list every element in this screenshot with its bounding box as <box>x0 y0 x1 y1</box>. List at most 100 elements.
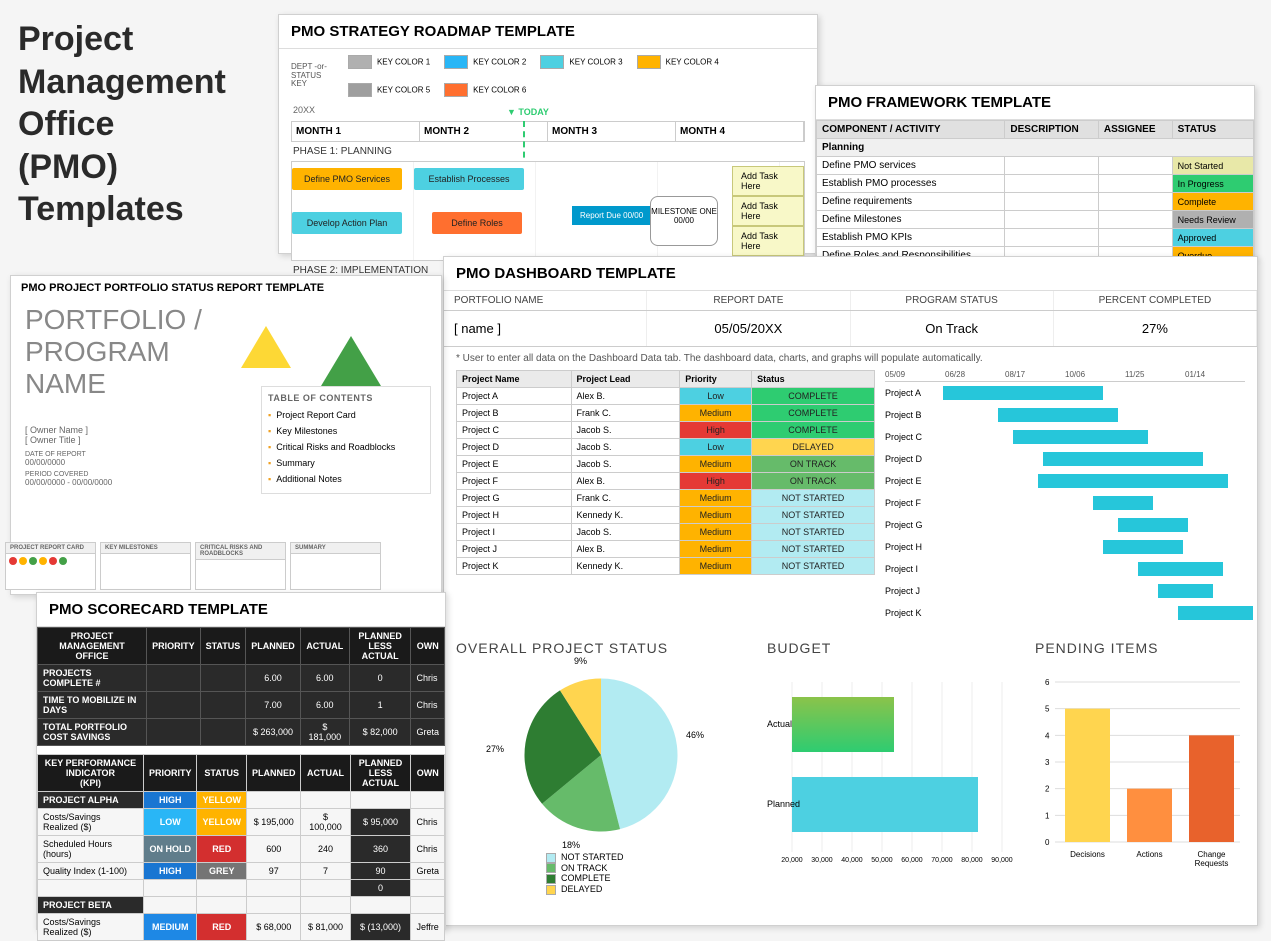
task-box[interactable]: Define PMO Services <box>292 168 402 190</box>
proj-col: Priority <box>680 371 752 388</box>
legend-label: DEPT -or- STATUS KEY <box>291 63 330 89</box>
sc-col: PLANNED <box>246 755 301 792</box>
fw-row: Define MilestonesNeeds Review <box>817 211 1254 229</box>
fw-col: COMPONENT / ACTIVITY <box>817 121 1005 139</box>
sc-col: ACTUAL <box>300 628 349 665</box>
roadmap-gantt: Report Due 00/00 MILESTONE ONE 00/00 Add… <box>291 161 805 261</box>
dashboard-note: * User to enter all data on the Dashboar… <box>444 347 1257 370</box>
sc-col: PRIORITY <box>147 628 201 665</box>
toc-item[interactable]: Additional Notes <box>268 471 424 487</box>
scorecard-table-1: PROJECT MANAGEMENT OFFICEPRIORITYSTATUSP… <box>37 627 445 746</box>
gantt-chart: Project AProject BProject CProject DProj… <box>885 382 1245 624</box>
sc-col: OWN <box>411 628 445 665</box>
sc-col: STATUS <box>200 628 246 665</box>
gantt-row: Project E <box>885 470 1245 492</box>
svg-text:0: 0 <box>1045 838 1050 847</box>
month-cell: MONTH 1 <box>292 122 420 141</box>
sc-col: PLANNED LESS ACTUAL <box>350 755 411 792</box>
month-cell: MONTH 2 <box>420 122 548 141</box>
sc-row: Quality Index (1-100)HIGHGREY97790Greta <box>38 863 445 880</box>
toc-item[interactable]: Critical Risks and Roadblocks <box>268 439 424 455</box>
portfolio-card: PMO PROJECT PORTFOLIO STATUS REPORT TEMP… <box>10 275 442 595</box>
today-label: TODAY <box>518 107 549 117</box>
gantt-row: Project J <box>885 580 1245 602</box>
pie-legend-item: DELAYED <box>546 884 749 895</box>
project-row: Project AAlex B.LowCOMPLETE <box>457 388 875 405</box>
dashboard-values: [ name ]05/05/20XXOn Track27% <box>444 311 1257 347</box>
mini-card: SUMMARY <box>290 542 381 590</box>
gantt-row: Project K <box>885 602 1245 624</box>
proj-col: Project Name <box>457 371 572 388</box>
sc-col: PLANNED <box>246 628 301 665</box>
sc-section: PROJECT BETA <box>38 897 445 914</box>
dash-header-cell: PORTFOLIO NAME <box>444 291 647 310</box>
svg-text:3: 3 <box>1045 758 1050 767</box>
svg-text:4: 4 <box>1045 731 1050 740</box>
dash-header-cell: REPORT DATE <box>647 291 850 310</box>
add-task-3[interactable]: Add Task Here <box>732 226 804 256</box>
svg-text:50,000: 50,000 <box>871 857 893 864</box>
toc-item[interactable]: Key Milestones <box>268 423 424 439</box>
task-box[interactable]: Develop Action Plan <box>292 212 402 234</box>
svg-text:Actual: Actual <box>767 719 792 729</box>
toc-item[interactable]: Summary <box>268 455 424 471</box>
svg-text:6: 6 <box>1045 678 1050 687</box>
svg-text:5: 5 <box>1045 705 1050 714</box>
svg-text:60,000: 60,000 <box>901 857 923 864</box>
gantt-row: Project C <box>885 426 1245 448</box>
scorecard-title: PMO SCORECARD TEMPLATE <box>37 593 445 627</box>
gantt-date: 11/25 <box>1125 370 1185 379</box>
svg-text:2: 2 <box>1045 785 1050 794</box>
toc-item[interactable]: Project Report Card <box>268 407 424 423</box>
svg-text:Actions: Actions <box>1136 850 1162 859</box>
svg-text:70,000: 70,000 <box>931 857 953 864</box>
project-row: Project DJacob S.LowDELAYED <box>457 439 875 456</box>
legend-key: KEY COLOR 3 <box>540 55 622 69</box>
roadmap-title: PMO STRATEGY ROADMAP TEMPLATE <box>279 15 817 49</box>
project-row: Project JAlex B.MediumNOT STARTED <box>457 541 875 558</box>
scorecard-card: PMO SCORECARD TEMPLATE PROJECT MANAGEMEN… <box>36 592 446 930</box>
task-box[interactable]: Define Roles <box>432 212 522 234</box>
legend-key: KEY COLOR 5 <box>348 83 430 97</box>
framework-card: PMO FRAMEWORK TEMPLATE COMPONENT / ACTIV… <box>815 85 1255 260</box>
svg-text:Decisions: Decisions <box>1070 850 1105 859</box>
dashboard-card: PMO DASHBOARD TEMPLATE PORTFOLIO NAMEREP… <box>443 256 1258 926</box>
project-table: Project NameProject LeadPriorityStatus P… <box>456 370 875 575</box>
phase1-label: PHASE 1: PLANNING <box>279 142 817 161</box>
dash-value-cell: 05/05/20XX <box>647 311 850 346</box>
sc-section: PROJECT ALPHAHIGHYELLOW <box>38 792 445 809</box>
gantt-date: 10/06 <box>1065 370 1125 379</box>
pending-title: PENDING ITEMS <box>1035 640 1245 656</box>
legend-key: KEY COLOR 4 <box>637 55 719 69</box>
sc-col: STATUS <box>197 755 247 792</box>
svg-text:80,000: 80,000 <box>961 857 983 864</box>
month-cell: MONTH 4 <box>676 122 804 141</box>
add-task-2[interactable]: Add Task Here <box>732 196 804 226</box>
pie-legend-item: ON TRACK <box>546 863 749 874</box>
dash-value-cell: [ name ] <box>444 311 647 346</box>
page-title: Project Management Office (PMO) Template… <box>18 18 226 231</box>
add-task-1[interactable]: Add Task Here <box>732 166 804 196</box>
mini-card: CRITICAL RISKS AND ROADBLOCKS <box>195 542 286 590</box>
gantt-row: Project A <box>885 382 1245 404</box>
svg-text:Planned: Planned <box>767 799 800 809</box>
project-row: Project KKennedy K.MediumNOT STARTED <box>457 558 875 575</box>
toc: TABLE OF CONTENTS Project Report CardKey… <box>261 386 431 494</box>
sc-row: Scheduled Hours (hours)ON HOLDRED6002403… <box>38 836 445 863</box>
month-cell: MONTH 3 <box>548 122 676 141</box>
task-box[interactable]: Establish Processes <box>414 168 524 190</box>
svg-text:90,000: 90,000 <box>991 857 1013 864</box>
sc-row: TOTAL PORTFOLIO COST SAVINGS$ 263,000$ 1… <box>38 719 445 746</box>
gantt-date: 06/28 <box>945 370 1005 379</box>
framework-title: PMO FRAMEWORK TEMPLATE <box>816 86 1254 120</box>
sc-row: PROJECTS COMPLETE #6.006.000Chris <box>38 665 445 692</box>
dash-value-cell: 27% <box>1054 311 1257 346</box>
sc-row: 0 <box>38 880 445 897</box>
sc-col: PLANNED LESS ACTUAL <box>349 628 411 665</box>
sc-row: Costs/Savings Realized ($)MEDIUMRED$ 68,… <box>38 914 445 941</box>
svg-text:40,000: 40,000 <box>841 857 863 864</box>
sc-col: ACTUAL <box>301 755 350 792</box>
legend-key: KEY COLOR 2 <box>444 55 526 69</box>
dashboard-title: PMO DASHBOARD TEMPLATE <box>444 257 1257 291</box>
dash-header-cell: PERCENT COMPLETED <box>1054 291 1257 310</box>
